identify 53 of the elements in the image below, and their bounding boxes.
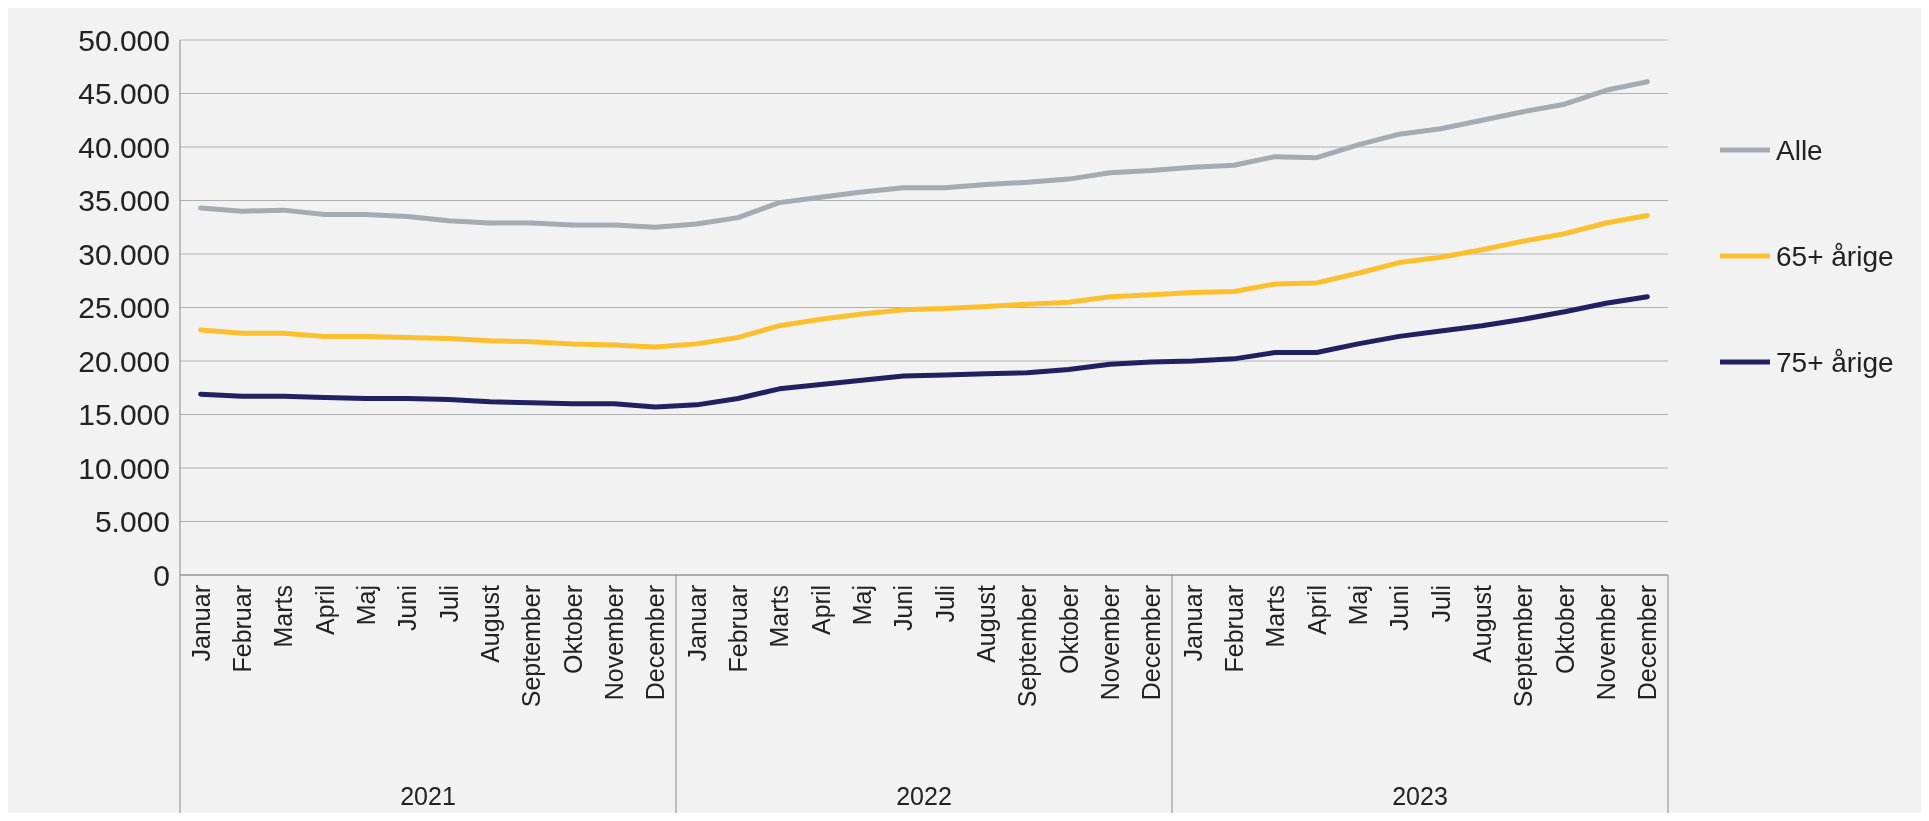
x-tick-label: Juli bbox=[434, 585, 463, 623]
x-tick-label: Marts bbox=[765, 585, 794, 648]
y-tick-label: 35.000 bbox=[78, 184, 170, 217]
x-tick-label: Februar bbox=[724, 585, 752, 673]
legend-label: Alle bbox=[1776, 134, 1823, 166]
x-tick-label: Oktober bbox=[558, 585, 587, 674]
x-tick-label: Marts bbox=[1261, 585, 1290, 648]
x-tick-label: November bbox=[1592, 585, 1620, 701]
x-tick-label: December bbox=[641, 585, 670, 701]
x-tick-label: Juli bbox=[1426, 585, 1455, 623]
y-tick-label: 50.000 bbox=[78, 23, 170, 57]
x-tick-label: Maj bbox=[848, 585, 876, 626]
y-tick-label: 10.000 bbox=[78, 451, 170, 485]
y-tick-label: 45.000 bbox=[78, 77, 170, 110]
y-tick-label: 40.000 bbox=[78, 130, 170, 164]
x-tick-label: Juni bbox=[393, 585, 422, 631]
x-tick-label: September bbox=[1013, 585, 1042, 708]
y-tick-label: 30.000 bbox=[78, 237, 170, 271]
x-tick-label: Juni bbox=[1385, 585, 1414, 631]
y-tick-label: 20.000 bbox=[78, 344, 170, 378]
x-tick-label: December bbox=[1137, 585, 1166, 701]
x-tick-label: Februar bbox=[1220, 585, 1248, 673]
x-tick-label: September bbox=[517, 585, 546, 708]
x-tick-label: November bbox=[600, 585, 628, 701]
x-tick-label: Januar bbox=[186, 585, 215, 662]
y-tick-label: 0 bbox=[153, 558, 170, 592]
x-tick-label: Januar bbox=[1178, 585, 1207, 662]
x-tick-label: Juli bbox=[930, 585, 959, 623]
x-tick-label: Februar bbox=[228, 585, 256, 673]
x-tick-label: August bbox=[1468, 584, 1496, 663]
x-tick-label: September bbox=[1509, 585, 1538, 708]
text: 2021 bbox=[400, 782, 456, 810]
x-tick-label: August bbox=[476, 584, 504, 663]
y-tick-label: 5.000 bbox=[94, 505, 170, 538]
x-tick-label: Maj bbox=[352, 585, 380, 626]
y-tick-label: 15.000 bbox=[78, 398, 170, 431]
text: 2022 bbox=[896, 782, 952, 810]
x-tick-label: April bbox=[1302, 585, 1331, 636]
legend-label: 65+ årige bbox=[1776, 240, 1894, 272]
x-tick-label: August bbox=[972, 584, 1000, 663]
x-tick-label: November bbox=[1096, 585, 1124, 701]
x-tick-label: April bbox=[806, 585, 835, 636]
x-tick-label: Maj bbox=[1344, 585, 1372, 626]
x-tick-label: Januar bbox=[682, 585, 711, 662]
x-tick-label: Oktober bbox=[1550, 585, 1579, 674]
legend-label: 75+ årige bbox=[1776, 346, 1894, 378]
x-tick-label: Marts bbox=[269, 585, 298, 648]
text: 2023 bbox=[1392, 782, 1448, 810]
x-tick-label: December bbox=[1633, 585, 1662, 701]
x-tick-label: Oktober bbox=[1054, 585, 1083, 674]
x-tick-label: Juni bbox=[889, 585, 918, 631]
y-tick-label: 25.000 bbox=[78, 291, 170, 324]
x-tick-label: April bbox=[310, 585, 339, 636]
